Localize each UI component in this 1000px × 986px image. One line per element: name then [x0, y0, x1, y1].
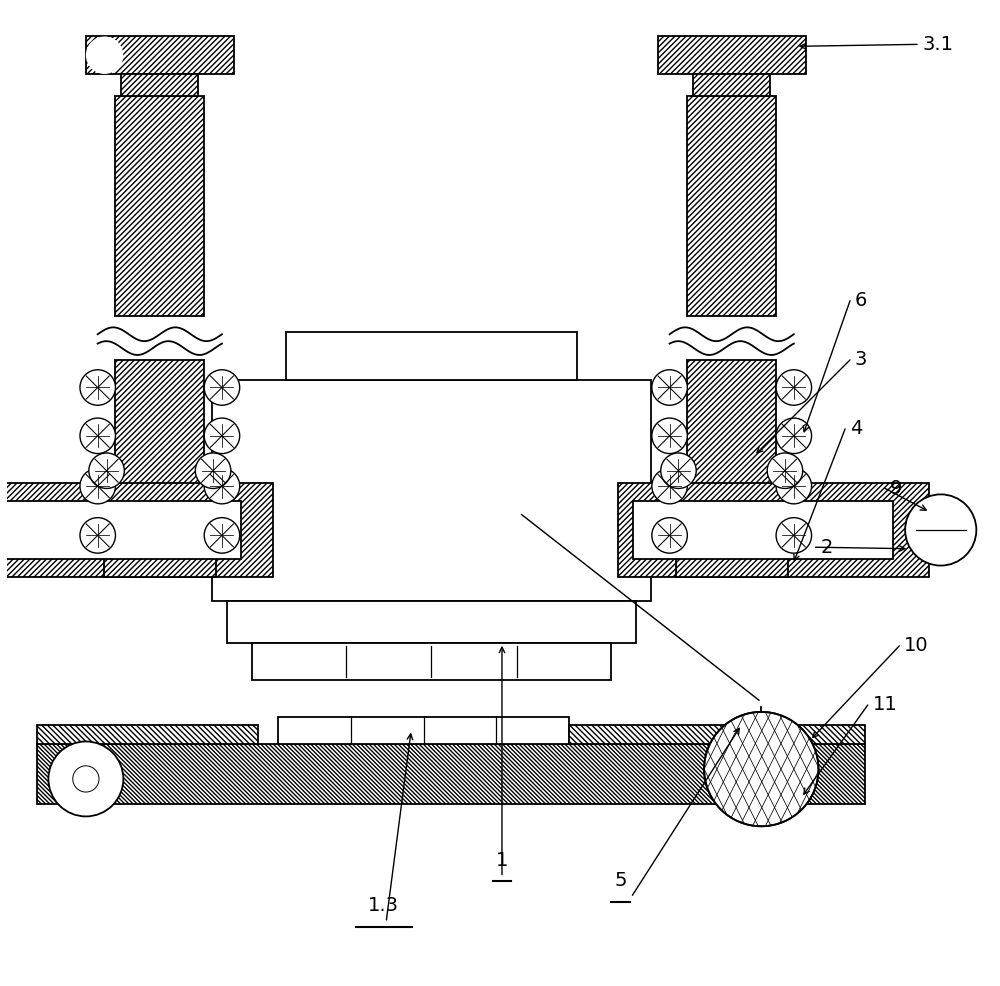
Circle shape — [89, 453, 124, 488]
Circle shape — [767, 453, 803, 488]
Text: 3: 3 — [855, 350, 867, 370]
Bar — [115, 360, 204, 552]
Text: 1: 1 — [496, 851, 508, 870]
Bar — [687, 360, 776, 552]
Bar — [227, 601, 636, 643]
Bar — [212, 380, 651, 601]
Circle shape — [661, 453, 696, 488]
Circle shape — [80, 418, 115, 454]
Circle shape — [776, 418, 812, 454]
Circle shape — [652, 468, 687, 504]
Circle shape — [80, 370, 115, 405]
Bar — [286, 332, 577, 380]
Bar — [633, 501, 893, 559]
Text: 11: 11 — [873, 695, 897, 715]
Bar — [115, 96, 204, 316]
Text: 5: 5 — [614, 872, 627, 890]
Circle shape — [776, 370, 812, 405]
Circle shape — [652, 418, 687, 454]
Bar — [121, 74, 198, 96]
Bar — [0, 501, 241, 559]
Text: 1.3: 1.3 — [368, 896, 399, 915]
Circle shape — [80, 468, 115, 504]
Circle shape — [704, 712, 818, 826]
Bar — [104, 552, 216, 577]
Circle shape — [905, 494, 976, 566]
Circle shape — [73, 766, 99, 792]
Text: 3.1: 3.1 — [922, 35, 953, 54]
Circle shape — [652, 370, 687, 405]
Bar — [618, 483, 929, 577]
Bar — [569, 725, 865, 744]
Circle shape — [204, 418, 240, 454]
Bar — [693, 74, 770, 96]
Circle shape — [86, 36, 123, 74]
Circle shape — [652, 518, 687, 553]
Text: 6: 6 — [855, 291, 867, 311]
Text: 2: 2 — [820, 537, 833, 557]
Circle shape — [776, 518, 812, 553]
Bar — [252, 643, 611, 680]
Circle shape — [80, 518, 115, 553]
Bar — [37, 725, 258, 744]
Bar — [676, 552, 788, 577]
Circle shape — [204, 468, 240, 504]
Circle shape — [48, 741, 123, 816]
Bar — [37, 744, 865, 804]
Text: 10: 10 — [904, 636, 929, 656]
Text: 4: 4 — [850, 419, 862, 439]
Text: 9: 9 — [889, 478, 902, 498]
Circle shape — [776, 468, 812, 504]
Bar — [278, 717, 569, 744]
Bar — [0, 483, 273, 577]
Circle shape — [204, 518, 240, 553]
Bar — [86, 36, 234, 74]
Circle shape — [204, 370, 240, 405]
Circle shape — [195, 453, 231, 488]
Bar — [687, 96, 776, 316]
Bar — [658, 36, 806, 74]
